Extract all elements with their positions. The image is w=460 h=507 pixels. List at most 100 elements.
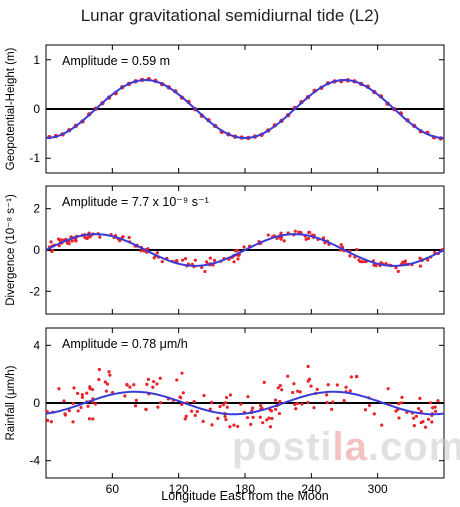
data-point — [266, 233, 270, 237]
data-point — [67, 242, 71, 246]
data-point — [325, 401, 329, 405]
data-point — [344, 385, 348, 389]
data-point — [306, 236, 311, 240]
watermark: postila.com — [232, 425, 460, 469]
data-point — [293, 402, 297, 407]
data-point — [326, 383, 330, 387]
data-point — [315, 387, 319, 391]
data-point — [183, 417, 187, 421]
data-point — [436, 399, 440, 403]
y-tick-label: 0 — [33, 102, 40, 116]
data-point — [155, 382, 159, 386]
data-point — [355, 247, 359, 252]
data-point — [181, 391, 185, 395]
data-point — [146, 247, 150, 251]
data-point — [80, 393, 85, 397]
data-point — [155, 251, 159, 255]
x-tick-label: 180 — [235, 482, 255, 496]
data-point — [123, 394, 127, 398]
data-point — [348, 389, 352, 393]
y-tick-label: 0 — [33, 396, 40, 410]
data-point — [292, 382, 296, 386]
data-point — [386, 387, 390, 391]
data-point — [417, 407, 421, 411]
data-point — [273, 398, 278, 402]
data-point — [195, 409, 199, 414]
data-point — [236, 424, 240, 429]
data-point — [232, 260, 236, 264]
data-point — [132, 383, 136, 387]
data-point — [93, 402, 97, 406]
data-point — [159, 401, 163, 405]
data-point — [83, 236, 87, 240]
data-point — [261, 421, 265, 425]
data-point — [98, 235, 102, 239]
data-point — [160, 260, 164, 264]
data-point — [262, 380, 266, 384]
data-point — [335, 383, 339, 387]
data-point — [279, 231, 283, 235]
data-point — [277, 411, 282, 416]
data-point — [306, 400, 310, 405]
data-point — [105, 382, 110, 386]
data-point — [151, 385, 155, 389]
y-tick-label: -2 — [29, 284, 40, 298]
data-point — [190, 409, 194, 413]
data-point — [49, 420, 53, 424]
data-point — [232, 423, 236, 427]
data-point — [268, 425, 273, 429]
panel-middle: -2 0 2 Amplitude = 7.7 x 10⁻⁹ s⁻¹ Divergence… — [5, 185, 445, 315]
data-point — [298, 390, 302, 394]
data-point — [403, 259, 407, 263]
data-point — [269, 409, 274, 413]
data-point — [348, 254, 352, 258]
data-point — [418, 264, 423, 268]
data-point — [228, 425, 232, 429]
x-tick-label: 300 — [368, 482, 388, 496]
data-point — [193, 413, 197, 418]
data-point — [221, 403, 225, 407]
data-point — [144, 407, 148, 412]
data-point — [423, 425, 428, 429]
data-point — [235, 248, 240, 253]
data-point — [108, 373, 112, 377]
y-tick-label: -4 — [29, 454, 40, 468]
y-tick-label: 4 — [33, 338, 40, 352]
data-point — [258, 404, 263, 408]
data-point — [401, 260, 405, 264]
data-point — [202, 393, 206, 398]
data-point — [193, 258, 197, 262]
data-point — [49, 240, 53, 244]
data-point — [175, 378, 179, 382]
data-point — [156, 405, 160, 409]
amplitude-annotation: Amplitude = 0.78 μm/h — [62, 337, 188, 351]
data-point — [349, 375, 353, 379]
data-point — [224, 401, 228, 405]
data-point — [372, 263, 376, 267]
y-axis-label: Rainfall (μm/h) — [5, 365, 17, 440]
data-point — [85, 391, 89, 395]
data-point — [282, 239, 286, 243]
panel-top: -1 0 1 Amplitude = 0.59 m Geopotential-Heigh… — [5, 44, 445, 174]
x-tick-label: 60 — [106, 482, 120, 496]
data-point — [418, 396, 422, 400]
data-point — [270, 416, 274, 421]
data-point — [90, 387, 95, 392]
amplitude-annotation: Amplitude = 0.59 m — [62, 54, 170, 68]
data-point — [180, 402, 184, 407]
data-point — [400, 401, 404, 405]
fit-curve — [45, 78, 445, 140]
data-point — [104, 389, 108, 393]
data-point — [97, 377, 101, 382]
data-point — [91, 417, 95, 421]
data-point — [431, 406, 435, 410]
data-point — [208, 256, 212, 260]
data-point — [306, 379, 310, 383]
data-point — [125, 382, 129, 387]
y-axis-label: Divergence (10⁻⁸ s⁻¹) — [5, 194, 17, 306]
data-point — [86, 404, 90, 408]
data-point — [127, 235, 131, 240]
data-point — [212, 258, 217, 262]
x-axis-label: Longitude East from the Moon — [161, 489, 329, 503]
data-point — [267, 416, 271, 420]
